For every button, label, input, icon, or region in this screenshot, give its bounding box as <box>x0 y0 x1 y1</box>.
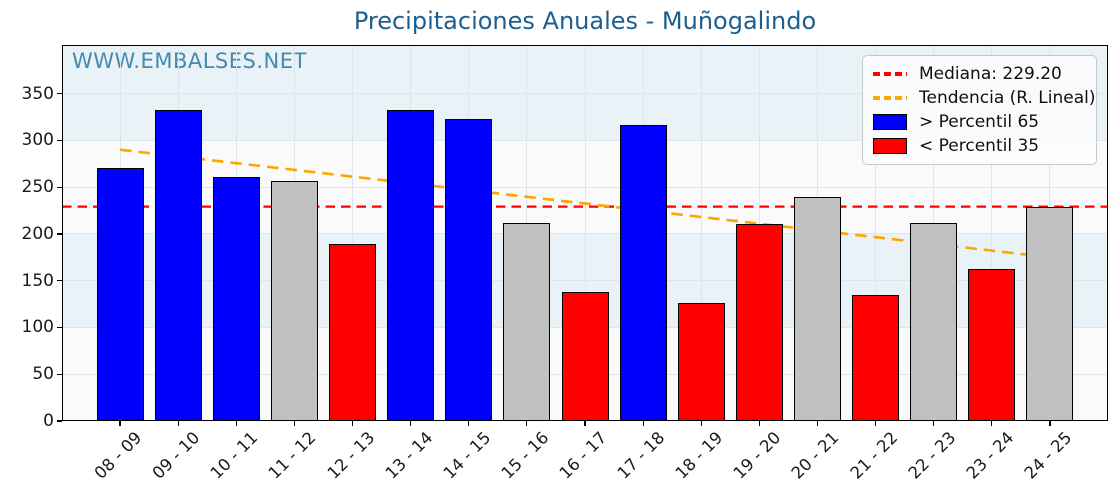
x-tick-label: 16 - 17 <box>555 428 611 483</box>
y-tick-label: 50 <box>32 364 54 385</box>
x-tick-label: 14 - 15 <box>439 428 495 483</box>
x-tickmark <box>933 421 935 426</box>
x-tick-label: 24 - 25 <box>1020 428 1076 483</box>
x-tick-label: 20 - 21 <box>788 428 843 483</box>
legend-item-percentil-35: < Percentil 35 <box>873 136 1086 156</box>
x-tickmark <box>700 421 702 426</box>
x-tick-label: 19 - 20 <box>730 428 785 483</box>
x-tick-label: 23 - 24 <box>962 428 1018 483</box>
x-tick-label: 15 - 16 <box>497 428 553 483</box>
legend-item-percentil-65: > Percentil 65 <box>873 112 1086 132</box>
bar-18-19 <box>677 303 725 421</box>
legend-item-mediana: Mediana: 229.20 <box>873 64 1086 84</box>
mediana-dash-icon <box>873 72 907 76</box>
bar-14-15 <box>445 118 493 421</box>
x-tick-label: 11 - 12 <box>265 428 320 483</box>
x-tick-label: 09 - 10 <box>148 428 204 483</box>
legend-label: Mediana: 229.20 <box>919 64 1062 84</box>
legend-label: > Percentil 65 <box>919 112 1040 132</box>
x-tickmark <box>584 421 586 426</box>
x-tickmark <box>874 421 877 426</box>
x-tickmark <box>642 421 644 426</box>
y-tickmark <box>57 373 62 375</box>
x-tickmark <box>991 421 993 426</box>
y-tickmark <box>57 233 62 235</box>
x-tick-label: 08 - 09 <box>90 428 146 483</box>
x-tickmark <box>816 421 819 426</box>
bar-09-10 <box>154 110 202 421</box>
y-tickmark <box>57 139 62 141</box>
percentil-35-swatch-icon <box>873 138 907 154</box>
bar-19-20 <box>735 223 783 421</box>
y-tick-label: 100 <box>21 317 54 338</box>
legend-label: < Percentil 35 <box>919 136 1040 156</box>
y-tick-label: 200 <box>21 223 54 244</box>
watermark: WWW.EMBALSES.NET <box>72 49 307 73</box>
x-tick-label: 13 - 14 <box>381 428 437 483</box>
y-tickmark <box>57 326 62 329</box>
x-tick-label: 12 - 13 <box>323 428 378 483</box>
x-tickmark <box>351 421 354 426</box>
x-tick-label: 17 - 18 <box>613 428 669 483</box>
bar-15-16 <box>503 222 551 421</box>
x-tick-label: 18 - 19 <box>671 428 727 483</box>
bar-22-23 <box>910 222 958 421</box>
legend: Mediana: 229.20 Tendencia (R. Lineal) > … <box>862 55 1097 165</box>
x-tick-label: 22 - 23 <box>904 428 960 483</box>
x-tickmark <box>235 421 237 426</box>
x-tickmark <box>758 421 760 426</box>
x-tickmark <box>177 421 179 426</box>
bar-13-14 <box>387 110 435 421</box>
x-tick-label: 10 - 11 <box>206 428 262 483</box>
x-tickmark <box>1049 421 1051 426</box>
bar-11-12 <box>270 180 318 421</box>
plot-area: WWW.EMBALSES.NET Mediana: 229.20 Tendenc… <box>62 45 1108 421</box>
bar-23-24 <box>968 269 1016 421</box>
tendencia-dash-icon <box>873 96 907 100</box>
bar-17-18 <box>619 125 667 421</box>
bar-08-09 <box>96 167 144 421</box>
y-tick-label: 250 <box>21 177 54 198</box>
chart-title: Precipitaciones Anuales - Muñogalindo <box>353 7 817 35</box>
x-tickmark <box>468 421 470 426</box>
x-tickmark <box>526 421 528 426</box>
x-tick-label: 21 - 22 <box>846 428 902 483</box>
percentil-65-swatch-icon <box>873 114 907 130</box>
x-tickmark <box>119 421 121 426</box>
bar-10-11 <box>212 176 260 421</box>
bar-20-21 <box>793 196 841 421</box>
bar-12-13 <box>329 244 377 421</box>
y-tickmark <box>57 186 62 188</box>
y-tickmark <box>57 420 62 422</box>
x-tickmark <box>410 421 412 426</box>
y-tick-label: 150 <box>21 270 54 291</box>
bar-16-17 <box>561 291 609 421</box>
y-tickmark <box>57 93 62 95</box>
y-tick-label: 0 <box>43 411 54 431</box>
bar-21-22 <box>852 294 900 421</box>
bar-24-25 <box>1026 206 1074 421</box>
x-tickmark <box>293 421 295 426</box>
legend-item-tendencia: Tendencia (R. Lineal) <box>873 88 1096 108</box>
legend-label: Tendencia (R. Lineal) <box>919 88 1096 108</box>
y-tick-label: 300 <box>21 130 54 151</box>
y-tickmark <box>57 280 62 282</box>
y-tick-label: 350 <box>21 83 54 104</box>
